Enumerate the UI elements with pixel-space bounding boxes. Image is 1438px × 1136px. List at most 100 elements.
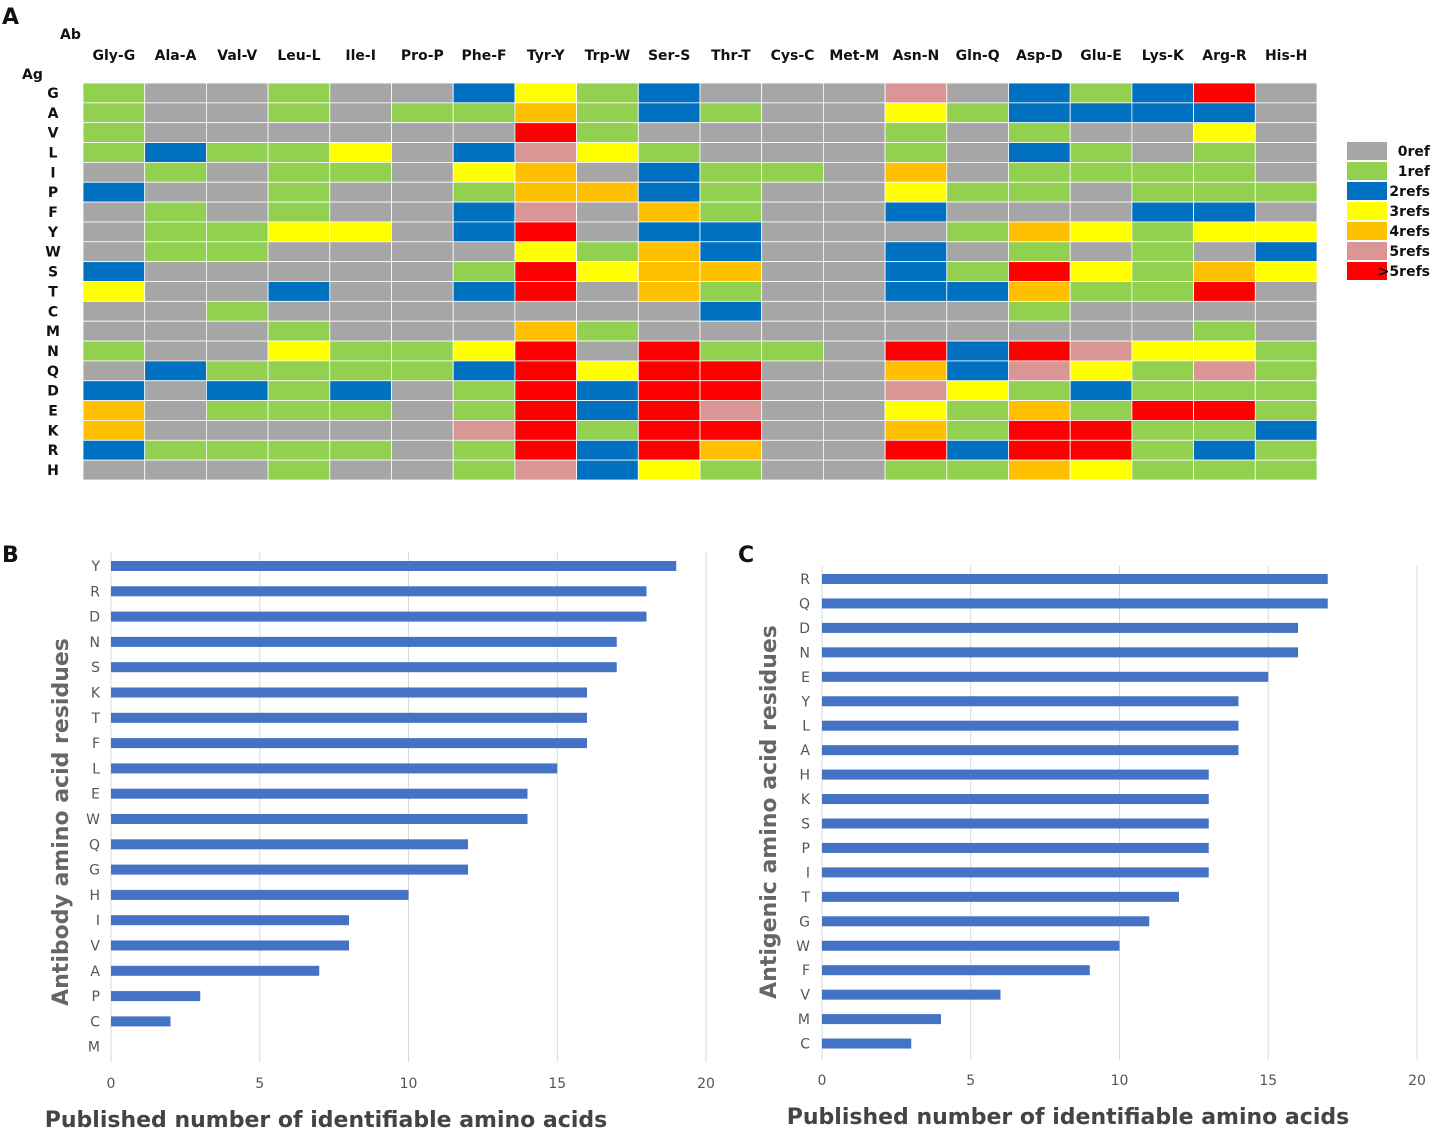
category-label: Y [800, 694, 810, 710]
heatmap-cell [329, 281, 392, 302]
heatmap-cell [946, 360, 1009, 382]
heatmap-cell [576, 300, 639, 322]
bar [822, 940, 1120, 951]
heatmap-cell [884, 281, 948, 302]
heatmap-cell [267, 261, 331, 282]
heatmap-cell [205, 300, 269, 322]
heatmap-cell [329, 400, 392, 421]
heatmap-column-label: Tyr-Y [527, 48, 566, 64]
heatmap-cell [1008, 261, 1071, 282]
heatmap-cell [823, 142, 886, 163]
heatmap-cell [699, 122, 763, 143]
bar [111, 738, 587, 749]
bar [111, 839, 468, 850]
category-label: G [89, 863, 100, 879]
heatmap-cell [391, 142, 454, 163]
heatmap-cell [514, 241, 578, 263]
heatmap-cell [267, 360, 331, 382]
heatmap-cell [884, 420, 948, 441]
heatmap-cell [1131, 340, 1195, 362]
heatmap-cell [1069, 241, 1133, 263]
bar [822, 965, 1090, 976]
heatmap-cell [884, 161, 948, 183]
heatmap-cell [144, 181, 207, 203]
heatmap-cell [267, 281, 331, 302]
heatmap-cell [267, 201, 331, 223]
heatmap-cell [82, 420, 146, 441]
heatmap-cell [699, 320, 763, 342]
heatmap-cell [1131, 201, 1195, 223]
heatmap-cell [946, 82, 1009, 104]
bar [822, 867, 1209, 878]
heatmap-cell [1254, 360, 1318, 382]
heatmap-column-label: Arg-R [1202, 48, 1247, 64]
bar [822, 794, 1209, 805]
heatmap-cell [761, 82, 824, 104]
chart-b-x-axis-title: Published number of identifiable amino a… [45, 1108, 607, 1133]
heatmap-cell [452, 420, 516, 441]
heatmap-row-label: S [48, 265, 58, 281]
heatmap-cell [329, 122, 392, 143]
heatmap-row-label: D [47, 384, 59, 400]
heatmap-cell [144, 161, 207, 183]
heatmap-cell [391, 320, 454, 342]
category-label: S [91, 660, 100, 676]
heatmap-cell [514, 459, 578, 481]
heatmap-column-label: Asn-N [893, 48, 940, 64]
heatmap-cell [452, 181, 516, 203]
heatmap-cell [637, 340, 701, 362]
heatmap-cell [761, 102, 824, 124]
bar [111, 636, 617, 647]
legend-label: 3refs [1389, 204, 1430, 220]
heatmap-cell [452, 82, 516, 104]
category-label: Q [89, 837, 100, 853]
heatmap-cell [884, 300, 948, 322]
heatmap-row-label: N [47, 344, 59, 360]
category-label: T [800, 890, 810, 906]
heatmap-cell [884, 320, 948, 342]
bar [111, 940, 349, 951]
heatmap-cell [144, 420, 207, 441]
bar [822, 720, 1239, 731]
heatmap-cell [205, 82, 269, 104]
heatmap-cell [329, 201, 392, 223]
legend-swatch [1347, 182, 1387, 200]
heatmap-cell [576, 221, 639, 243]
heatmap-cell [823, 102, 886, 124]
heatmap-cell [637, 122, 701, 143]
heatmap-cell [452, 201, 516, 223]
category-label: N [800, 645, 810, 661]
legend-swatch [1347, 142, 1387, 160]
heatmap-cell [761, 241, 824, 263]
heatmap-cell [1193, 201, 1256, 223]
heatmap-cell [514, 340, 578, 362]
heatmap-cell [1131, 281, 1195, 302]
heatmap-cell [637, 420, 701, 441]
heatmap-cell [576, 459, 639, 481]
bar [822, 574, 1328, 584]
heatmap-cell [1193, 122, 1256, 143]
heatmap-cell [884, 221, 948, 243]
heatmap-cell [1254, 122, 1318, 143]
chart-c-tick-labels: 0 5 10 15 20 [818, 1073, 1426, 1089]
heatmap-cell [761, 142, 824, 163]
heatmap-cell [1008, 420, 1071, 441]
heatmap-cell [144, 122, 207, 143]
category-label: P [92, 989, 100, 1005]
heatmap-cell [391, 420, 454, 441]
heatmap-row-label: F [48, 205, 58, 221]
heatmap-cell [823, 360, 886, 382]
heatmap-cell [267, 300, 331, 322]
heatmap-cell [144, 380, 207, 402]
heatmap-cell [637, 439, 701, 461]
heatmap-cell [391, 281, 454, 302]
heatmap-cell [514, 142, 578, 163]
heatmap-cell [1131, 102, 1195, 124]
heatmap-cell [144, 340, 207, 362]
heatmap-column-axis-label: Ab [60, 27, 81, 43]
heatmap-cell [699, 201, 763, 223]
heatmap-cell [1254, 221, 1318, 243]
heatmap-cell [1193, 340, 1256, 362]
heatmap-cell [1069, 201, 1133, 223]
heatmap-cell [637, 161, 701, 183]
